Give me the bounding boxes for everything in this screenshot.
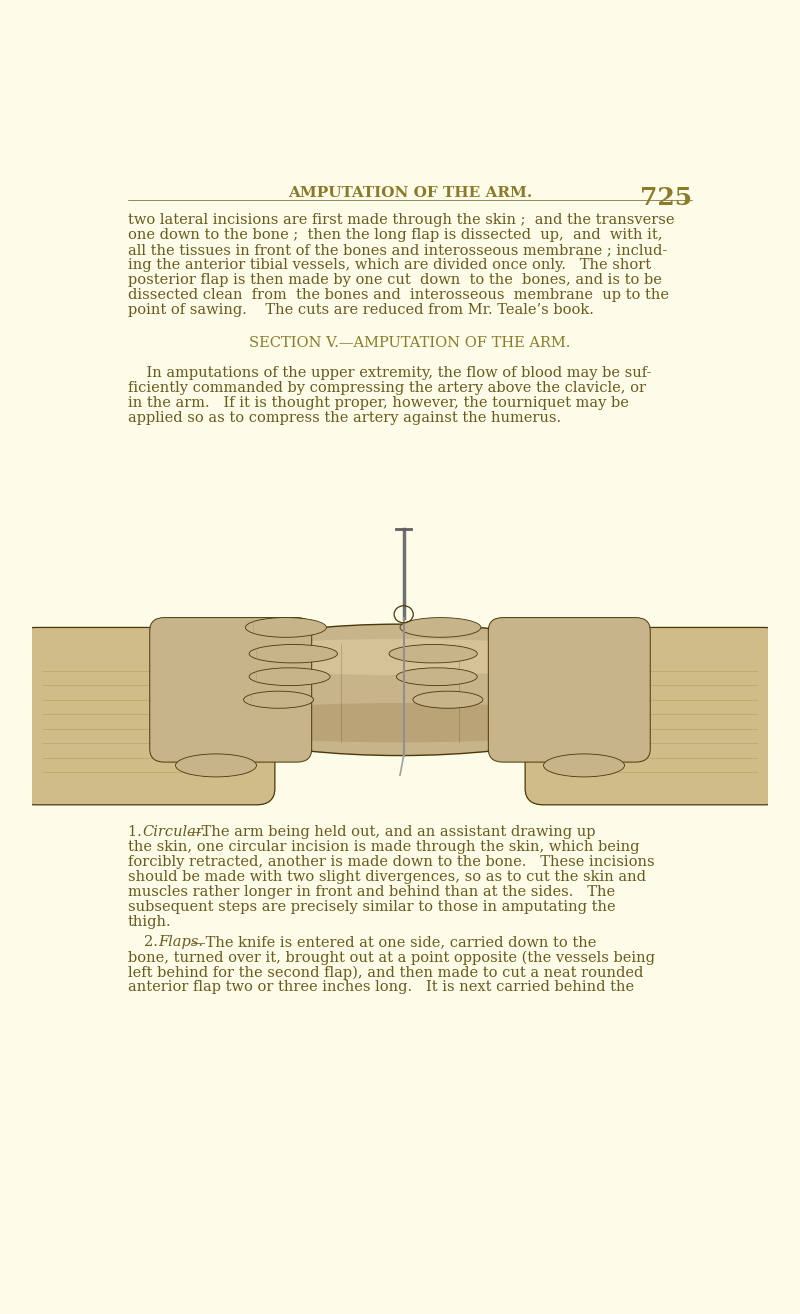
Text: ing the anterior tibial vessels, which are divided once only.   The short: ing the anterior tibial vessels, which a… — [128, 259, 651, 272]
Ellipse shape — [396, 668, 478, 686]
Text: the skin, one circular incision is made through the skin, which being: the skin, one circular incision is made … — [128, 841, 639, 854]
Text: —The arm being held out, and an assistant drawing up: —The arm being held out, and an assistan… — [187, 825, 596, 840]
Text: muscles rather longer in front and behind than at the sides.   The: muscles rather longer in front and behin… — [128, 886, 615, 899]
Ellipse shape — [249, 668, 330, 686]
Text: ficiently commanded by compressing the artery above the clavicle, or: ficiently commanded by compressing the a… — [128, 381, 646, 396]
Text: applied so as to compress the artery against the humerus.: applied so as to compress the artery aga… — [128, 411, 561, 426]
Text: posterior flap is then made by one cut  down  to the  bones, and is to be: posterior flap is then made by one cut d… — [128, 273, 662, 288]
FancyBboxPatch shape — [525, 628, 782, 804]
Text: SECTION V.—AMPUTATION OF THE ARM.: SECTION V.—AMPUTATION OF THE ARM. — [250, 336, 570, 351]
Text: forcibly retracted, another is made down to the bone.   These incisions: forcibly retracted, another is made down… — [128, 855, 654, 870]
Text: Circular.: Circular. — [142, 825, 206, 840]
Text: 1.: 1. — [128, 825, 146, 840]
Ellipse shape — [244, 691, 314, 708]
Text: 725: 725 — [640, 187, 692, 210]
FancyBboxPatch shape — [18, 628, 275, 804]
Ellipse shape — [413, 691, 483, 708]
Ellipse shape — [175, 754, 257, 777]
Text: Flaps.: Flaps. — [158, 936, 203, 949]
Ellipse shape — [249, 644, 338, 662]
Text: anterior flap two or three inches long.   It is next carried behind the: anterior flap two or three inches long. … — [128, 980, 634, 995]
Text: In amputations of the upper extremity, the flow of blood may be suf-: In amputations of the upper extremity, t… — [128, 367, 651, 380]
Text: left behind for the second flap), and then made to cut a neat rounded: left behind for the second flap), and th… — [128, 966, 643, 980]
Ellipse shape — [198, 639, 602, 675]
Text: all the tissues in front of the bones and interosseous membrane ; includ-: all the tissues in front of the bones an… — [128, 243, 667, 258]
FancyBboxPatch shape — [488, 618, 650, 762]
Ellipse shape — [246, 618, 326, 637]
Text: in the arm.   If it is thought proper, however, the tourniquet may be: in the arm. If it is thought proper, how… — [128, 397, 629, 410]
Ellipse shape — [186, 703, 614, 742]
FancyBboxPatch shape — [150, 618, 312, 762]
Text: thigh.: thigh. — [128, 916, 171, 929]
Text: AMPUTATION OF THE ARM.: AMPUTATION OF THE ARM. — [288, 187, 532, 200]
Ellipse shape — [150, 624, 650, 756]
Ellipse shape — [543, 754, 625, 777]
Ellipse shape — [389, 644, 478, 662]
Text: —The knife is entered at one side, carried down to the: —The knife is entered at one side, carri… — [191, 936, 597, 949]
Text: should be made with two slight divergences, so as to cut the skin and: should be made with two slight divergenc… — [128, 870, 646, 884]
Text: subsequent steps are precisely similar to those in amputating the: subsequent steps are precisely similar t… — [128, 900, 615, 915]
Text: 2.: 2. — [144, 936, 162, 949]
Text: two lateral incisions are first made through the skin ;  and the transverse: two lateral incisions are first made thr… — [128, 213, 674, 227]
Text: one down to the bone ;  then the long flap is dissected  up,  and  with it,: one down to the bone ; then the long fla… — [128, 229, 662, 242]
Text: dissected clean  from  the bones and  interosseous  membrane  up to the: dissected clean from the bones and inter… — [128, 288, 669, 302]
Text: bone, turned over it, brought out at a point opposite (the vessels being: bone, turned over it, brought out at a p… — [128, 950, 655, 964]
Text: point of sawing.    The cuts are reduced from Mr. Teale’s book.: point of sawing. The cuts are reduced fr… — [128, 304, 594, 317]
Ellipse shape — [400, 618, 481, 637]
